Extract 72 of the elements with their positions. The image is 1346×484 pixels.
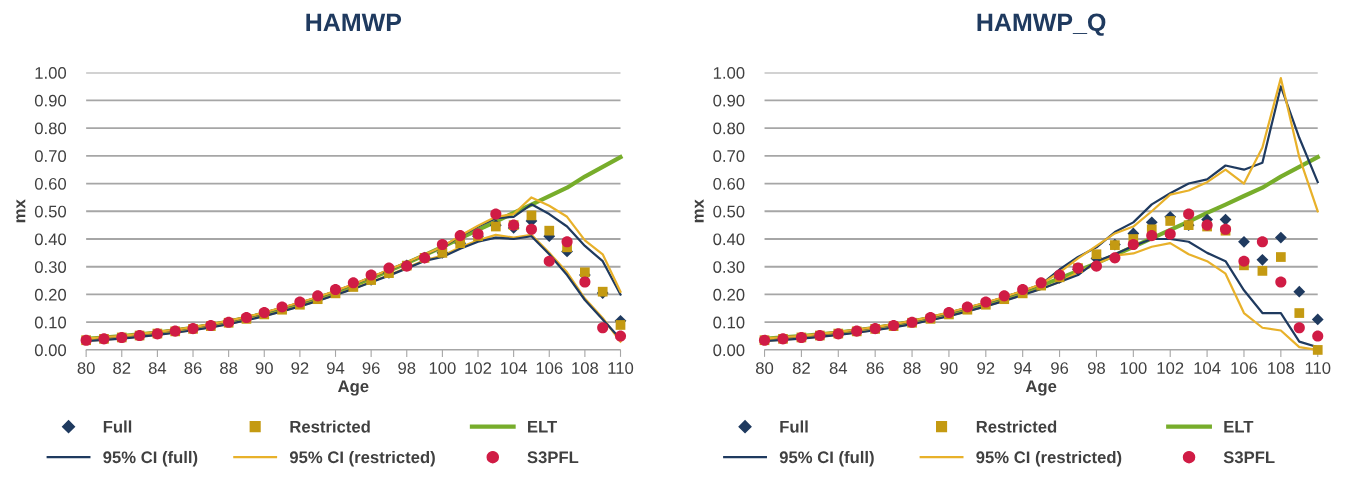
legend-label: 95% CI (full) <box>779 450 874 467</box>
y-tick-label: 1.00 <box>713 67 745 79</box>
x-tick-label: 86 <box>866 362 884 374</box>
x-tick-label: 92 <box>977 362 995 374</box>
x-tick-label: 108 <box>572 362 599 374</box>
y-axis-title: mx <box>694 199 704 223</box>
x-tick-label: 90 <box>940 362 958 374</box>
y-tick-label: 0.80 <box>34 122 67 135</box>
y-tick-label: 0.30 <box>34 261 67 273</box>
legend-label: 95% CI (full) <box>103 450 198 467</box>
x-tick-label: 100 <box>1120 362 1147 374</box>
chart-title: HAMWP <box>306 13 402 31</box>
x-axis-title: Age <box>1025 380 1057 396</box>
x-tick-label: 96 <box>1051 362 1069 374</box>
x-tick-label: 110 <box>608 362 634 374</box>
legend-label: 95% CI (restricted) <box>289 450 435 467</box>
legend-label: S3PFL <box>1223 451 1275 464</box>
y-tick-label: 0.10 <box>34 316 67 329</box>
x-tick-label: 98 <box>398 362 416 374</box>
x-tick-label: 106 <box>1231 362 1258 374</box>
x-tick-label: 104 <box>501 362 528 374</box>
y-tick-label: 0.90 <box>713 94 745 107</box>
legend-label: Restricted <box>976 420 1057 433</box>
legend-label: S3PFL <box>527 451 579 464</box>
y-tick-label: 0.50 <box>34 205 67 218</box>
legend-label: Full <box>780 420 808 433</box>
x-tick-label: 88 <box>903 362 921 374</box>
x-tick-label: 82 <box>113 362 131 374</box>
y-tick-label: 0.70 <box>713 150 745 162</box>
y-tick-label: 0.60 <box>713 177 745 190</box>
legend-label: ELT <box>528 421 557 433</box>
x-tick-label: 96 <box>362 362 380 374</box>
y-tick-label: 0.20 <box>713 288 745 301</box>
legend-label: Full <box>103 420 132 433</box>
x-tick-label: 94 <box>327 362 345 374</box>
x-tick-label: 82 <box>792 362 810 374</box>
legend-label: Restricted <box>290 420 370 433</box>
y-tick-label: 0.60 <box>34 177 67 190</box>
x-tick-label: 94 <box>1014 362 1032 374</box>
x-tick-label: 80 <box>77 362 95 374</box>
x-tick-label: 100 <box>429 362 456 374</box>
x-tick-label: 92 <box>291 362 309 374</box>
y-tick-label: 0.30 <box>713 261 745 273</box>
chart-title: HAMWP_Q <box>977 13 1106 36</box>
x-tick-label: 106 <box>536 362 563 374</box>
x-tick-label: 86 <box>184 362 202 374</box>
x-tick-label: 84 <box>829 362 848 374</box>
y-tick-label: 0.90 <box>34 94 67 107</box>
y-tick-label: 1.00 <box>35 67 67 79</box>
x-tick-label: 108 <box>1268 362 1295 374</box>
x-tick-label: 110 <box>1305 362 1331 374</box>
x-tick-label: 104 <box>1194 362 1221 374</box>
y-axis-title: mx <box>16 199 26 223</box>
x-tick-label: 102 <box>465 362 492 374</box>
y-tick-label: 0.50 <box>713 205 745 218</box>
legend-label: ELT <box>1224 421 1254 433</box>
y-tick-label: 0.40 <box>34 233 67 246</box>
legend-label: 95% CI (restricted) <box>976 450 1122 467</box>
x-tick-label: 80 <box>755 362 774 374</box>
x-axis-title: Age <box>338 380 369 396</box>
y-tick-label: 0.80 <box>713 122 745 135</box>
y-tick-label: 0.10 <box>713 316 745 329</box>
y-tick-label: 0.00 <box>34 344 67 357</box>
y-tick-label: 0.00 <box>713 344 745 357</box>
y-tick-label: 0.70 <box>34 150 67 162</box>
y-tick-label: 0.40 <box>713 233 745 246</box>
x-tick-label: 90 <box>255 362 273 374</box>
x-tick-label: 102 <box>1157 362 1184 374</box>
x-tick-label: 84 <box>148 362 167 374</box>
x-tick-label: 88 <box>220 362 238 374</box>
x-tick-label: 98 <box>1087 362 1105 374</box>
y-tick-label: 0.20 <box>34 288 67 301</box>
